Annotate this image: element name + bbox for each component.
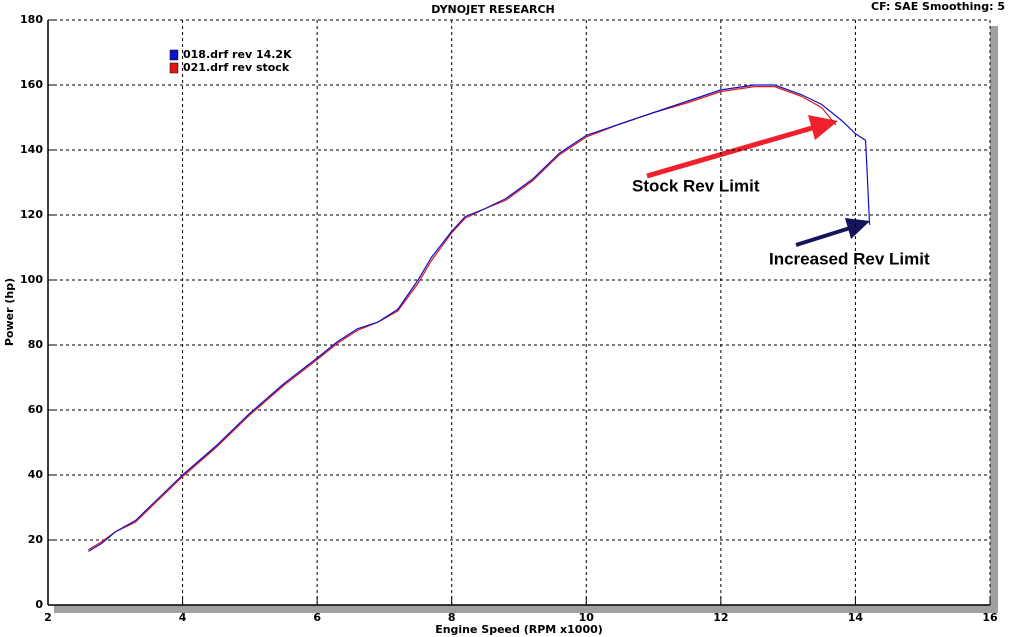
annotation: Stock Rev Limit <box>632 176 760 195</box>
y-tick-label: 140 <box>20 143 43 156</box>
y-tick-label: 20 <box>28 533 44 546</box>
y-tick-label: 120 <box>20 208 43 221</box>
y-tick-label: 100 <box>20 273 43 286</box>
legend-label: 021.drf rev stock <box>183 61 290 74</box>
x-tick-label: 10 <box>579 611 595 624</box>
series-line <box>88 86 837 551</box>
increased-arrow <box>795 226 851 247</box>
legend-swatch <box>169 49 179 61</box>
y-tick-label: 0 <box>35 598 43 611</box>
y-tick-label: 180 <box>20 13 43 26</box>
x-tick-label: 2 <box>44 611 52 624</box>
y-axis-label: Power (hp) <box>3 278 16 346</box>
y-tick-label: 80 <box>28 338 44 351</box>
x-tick-label: 4 <box>179 611 187 624</box>
stock-arrow-head <box>808 115 838 140</box>
chart-title: DYNOJET RESEARCH <box>431 3 554 16</box>
x-axis-label: Engine Speed (RPM x1000) <box>435 623 603 636</box>
plot-area <box>48 20 990 605</box>
x-tick-label: 6 <box>313 611 321 624</box>
series-line <box>88 84 871 552</box>
x-tick-label: 8 <box>448 611 456 624</box>
y-tick-label: 60 <box>28 403 44 416</box>
chart-subtitle: CF: SAE Smoothing: 5 <box>871 0 1005 13</box>
x-tick-label: 14 <box>848 611 864 624</box>
increased-arrow-head <box>845 218 870 239</box>
x-tick-label: 16 <box>982 611 998 624</box>
legend-label: 018.drf rev 14.2K <box>183 48 292 61</box>
y-tick-label: 40 <box>28 468 44 481</box>
y-tick-label: 160 <box>20 78 43 91</box>
x-tick-label: 12 <box>713 611 728 624</box>
stock-arrow <box>646 125 813 179</box>
annotation: Increased Rev Limit <box>769 249 930 268</box>
legend-swatch <box>169 62 179 74</box>
